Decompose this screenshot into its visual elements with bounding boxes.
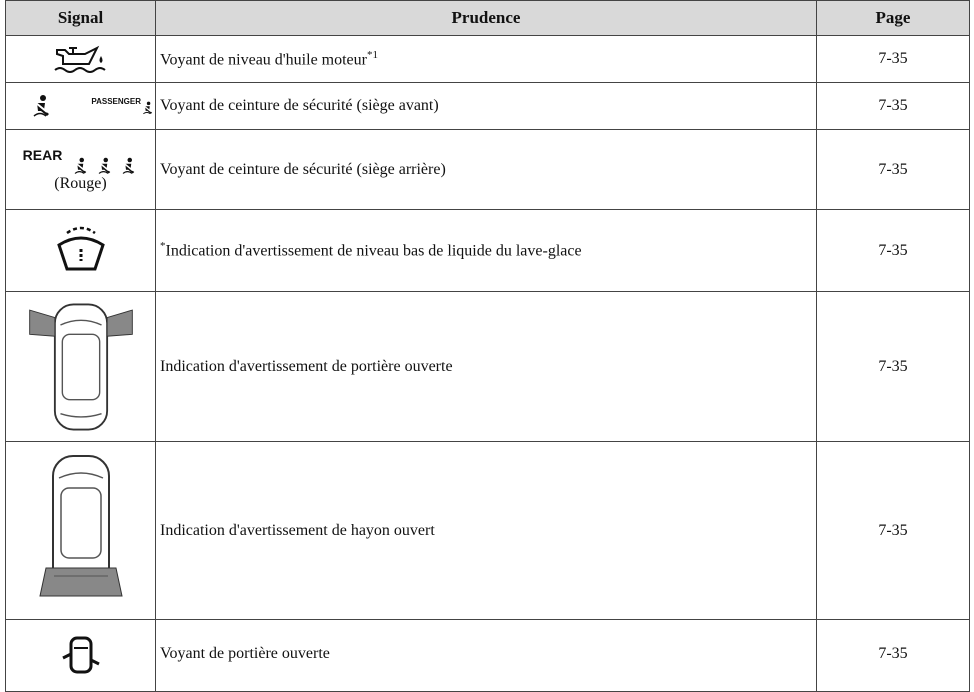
- row: PASSENGER Voyant de ceinture de sécurité…: [5, 82, 970, 130]
- row: Indication d'avertissement de hayon ouve…: [5, 441, 970, 620]
- signal-cell: [5, 441, 156, 620]
- row: Indication d'avertissement de portière o…: [5, 291, 970, 442]
- footnote-mark: *1: [366, 48, 378, 61]
- page: Signal Prudence Page Voyant de niveau d'…: [5, 0, 970, 692]
- header-cell: Page: [816, 0, 970, 36]
- icon-label: REAR: [22, 146, 63, 163]
- signal-cell: [5, 209, 156, 292]
- signal-cell: PASSENGER: [5, 82, 156, 130]
- row: Voyant de niveau d'huile moteur*1 7-35: [5, 35, 970, 83]
- header-cell: Signal: [5, 0, 156, 36]
- prudence-text: Indication d'avertissement de niveau bas…: [165, 242, 582, 260]
- signal-cell: [5, 35, 156, 83]
- page-cell: 7-35: [816, 129, 970, 210]
- row: REAR (Rouge) Voyant de ceinture de sécur…: [5, 129, 970, 210]
- icon-label: PASSENGER: [91, 97, 141, 106]
- row: Voyant de portière ouverte 7-35: [5, 619, 970, 692]
- belt-icon: [72, 157, 90, 175]
- signal-cell: [5, 619, 156, 692]
- prudence-cell: Indication d'avertissement de hayon ouve…: [155, 441, 817, 620]
- prudence-cell: Voyant de ceinture de sécurité (siège ar…: [155, 129, 817, 210]
- page-cell: 7-35: [816, 82, 970, 130]
- oil-icon: [53, 45, 106, 73]
- page-cell: 7-35: [816, 209, 970, 292]
- footnote-mark: *: [160, 240, 166, 253]
- row: *Indication d'avertissement de niveau ba…: [5, 209, 970, 292]
- page-cell: 7-35: [816, 35, 970, 83]
- belt-icon: [96, 157, 114, 175]
- page-cell: 7-35: [816, 291, 970, 442]
- prudence-cell: Voyant de ceinture de sécurité (siège av…: [155, 82, 817, 130]
- belt-icon: [120, 157, 138, 175]
- prudence-cell: Voyant de portière ouverte: [155, 619, 817, 692]
- rear-belt-icons: REAR: [6, 147, 155, 175]
- door-warning-icon: [61, 636, 100, 674]
- page-cell: 7-35: [816, 441, 970, 620]
- header-row: Signal Prudence Page: [5, 0, 970, 36]
- prudence-cell: Voyant de niveau d'huile moteur*1: [155, 35, 817, 83]
- belt-icon: [30, 94, 54, 118]
- prudence-cell: *Indication d'avertissement de niveau ba…: [155, 209, 817, 292]
- hatch-open-icon: [38, 455, 123, 597]
- washer-icon: [56, 226, 105, 270]
- prudence-text: Voyant de niveau d'huile moteur: [160, 51, 367, 69]
- belt-icons: PASSENGER: [6, 94, 155, 118]
- header-cell: Prudence: [155, 0, 817, 36]
- door-open-icon: [28, 303, 133, 430]
- signal-cell: [5, 291, 156, 442]
- prudence-cell: Indication d'avertissement de portière o…: [155, 291, 817, 442]
- signal-cell: REAR (Rouge): [5, 129, 156, 210]
- page-cell: 7-35: [816, 619, 970, 692]
- icon-caption: (Rouge): [54, 174, 107, 192]
- signal-table: Signal Prudence Page Voyant de niveau d'…: [5, 0, 970, 692]
- belt-icon: [141, 101, 155, 115]
